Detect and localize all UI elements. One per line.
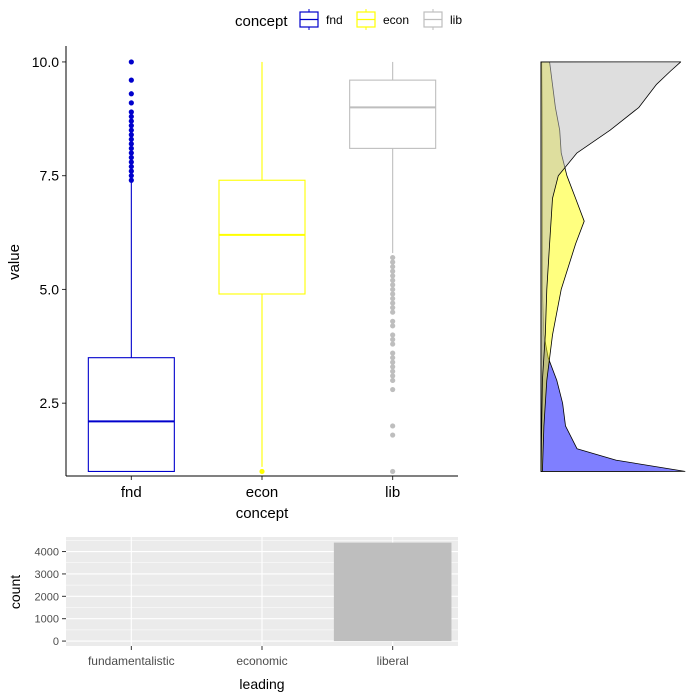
bar-y-ticks: 0 1000 2000 3000 4000	[35, 547, 66, 648]
box-outlier-fnd	[128, 141, 134, 147]
box-outlier-fnd	[128, 177, 134, 183]
boxplot-panel: 2.5 5.0 7.5 10.0 fnd econ lib value concept	[6, 46, 458, 522]
box-outlier-lib	[390, 341, 396, 347]
box-group-fnd	[87, 59, 175, 472]
bar-y-tick-label: 1000	[35, 614, 59, 626]
boxplot-x-ticks: fnd econ lib	[121, 476, 400, 501]
legend-label-fnd: fnd	[326, 13, 343, 27]
box-outlier-fnd	[128, 163, 134, 170]
boxplot-x-axis-label: concept	[236, 505, 289, 522]
box-outlier-lib	[390, 268, 396, 274]
boxplot-y-axis-label: value	[6, 244, 23, 280]
box-outlier-fnd	[128, 109, 134, 115]
bar-x-tick-label: economic	[236, 654, 287, 668]
box-iqr-econ	[218, 179, 306, 295]
box-outlier-fnd	[128, 168, 134, 174]
box-outlier-fnd	[128, 136, 134, 142]
box-outlier-fnd	[128, 100, 134, 106]
bar-y-tick-label: 0	[53, 636, 59, 648]
box-outlier-lib	[390, 332, 396, 338]
box-outlier-econ	[259, 468, 265, 475]
boxplot-y-ticks: 2.5 5.0 7.5 10.0	[32, 54, 66, 411]
box-outlier-lib	[390, 323, 396, 329]
box-outlier-lib	[390, 305, 396, 311]
legend-items: fnd econ lib	[299, 9, 462, 30]
legend-label-lib: lib	[450, 13, 462, 27]
box-outlier-lib	[390, 423, 396, 429]
box-outlier-lib	[390, 273, 396, 279]
bar-marks	[333, 542, 452, 642]
bar-y-tick-label: 3000	[35, 569, 59, 581]
bar-x-tick-label: liberal	[377, 654, 409, 668]
box-outlier-fnd	[128, 113, 134, 120]
box-group-econ	[218, 61, 306, 475]
density-panel	[540, 61, 686, 472]
box-outlier-lib	[390, 282, 396, 288]
boxplot-y-tick-label: 2.5	[40, 395, 60, 411]
box-outlier-fnd	[128, 59, 134, 65]
box-outlier-fnd	[128, 173, 134, 179]
bar-y-tick-label: 4000	[35, 547, 59, 559]
box-outlier-lib	[390, 286, 396, 293]
density-area-lib	[540, 61, 682, 472]
box-outlier-lib	[390, 309, 396, 315]
box-outlier-lib	[390, 259, 396, 265]
bar-x-axis-label: leading	[239, 676, 284, 692]
box-outlier-lib	[390, 368, 396, 374]
box-outlier-fnd	[128, 127, 134, 133]
box-outlier-lib	[390, 277, 396, 283]
box-outlier-lib	[390, 295, 396, 302]
bar-liberal	[333, 542, 452, 642]
box-outlier-lib	[390, 364, 396, 370]
box-outlier-lib	[390, 318, 396, 324]
box-outlier-lib	[390, 264, 396, 270]
boxplot-y-tick-label: 10.0	[32, 54, 59, 70]
box-outlier-fnd	[128, 150, 134, 156]
bar-y-tick-label: 2000	[35, 591, 59, 603]
box-outlier-lib	[390, 468, 396, 475]
box-iqr-lib	[349, 79, 437, 149]
box-outlier-lib	[390, 432, 396, 438]
boxplot-y-tick-label: 7.5	[40, 168, 60, 184]
box-outlier-lib	[390, 377, 396, 384]
bar-panel: 0 1000 2000 3000 4000 fundamentalistic econom…	[7, 537, 458, 692]
box-outlier-lib	[390, 336, 396, 343]
legend-title: concept	[235, 13, 288, 30]
box-outlier-lib	[390, 373, 396, 379]
box-outlier-fnd	[128, 132, 134, 138]
bar-x-ticks: fundamentalistic economic liberal	[88, 646, 409, 668]
boxplot-x-tick-label: lib	[385, 484, 400, 501]
box-outlier-lib	[390, 300, 396, 306]
bar-x-tick-label: fundamentalistic	[88, 654, 175, 668]
boxplot-y-tick-label: 5.0	[40, 281, 60, 297]
boxplot-x-tick-label: fnd	[121, 484, 142, 501]
legend: concept fnd econ lib	[235, 9, 462, 30]
box-outlier-fnd	[128, 91, 134, 97]
box-outlier-fnd	[128, 145, 134, 151]
box-outlier-fnd	[128, 154, 134, 161]
box-outlier-lib	[390, 350, 396, 356]
box-outlier-fnd	[128, 77, 134, 83]
box-outlier-fnd	[128, 159, 134, 165]
box-outlier-lib	[390, 359, 396, 365]
box-outlier-lib	[390, 355, 396, 361]
boxplot-x-tick-label: econ	[246, 484, 279, 501]
box-outlier-lib	[390, 386, 396, 393]
box-outlier-fnd	[128, 123, 134, 129]
box-iqr-fnd	[87, 357, 175, 472]
boxplot-marks	[87, 59, 437, 475]
box-group-lib	[349, 61, 437, 475]
bar-y-axis-label: count	[7, 575, 23, 609]
box-outlier-lib	[390, 291, 396, 297]
box-outlier-lib	[390, 254, 396, 261]
legend-label-econ: econ	[383, 13, 409, 27]
box-outlier-fnd	[128, 118, 134, 124]
